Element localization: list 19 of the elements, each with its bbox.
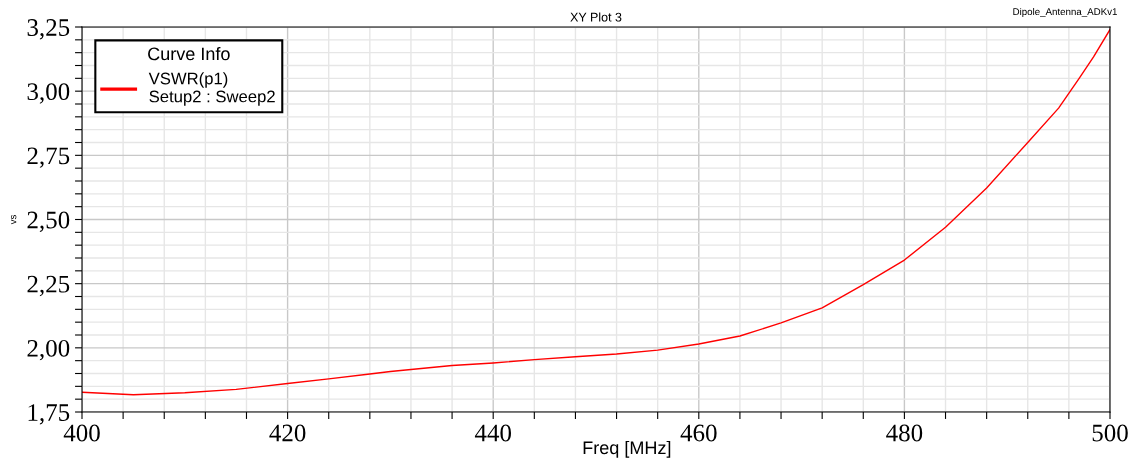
y-tick-label: 2,75 xyxy=(27,147,70,168)
x-tick-label: 420 xyxy=(269,424,306,442)
y-tick-label: 3,00 xyxy=(27,83,70,104)
chart-title: XY Plot 3 xyxy=(570,12,622,22)
x-tick-label: 460 xyxy=(680,424,717,442)
x-axis-title: Freq [MHz] xyxy=(583,440,671,458)
legend-label: VSWR(p1) Setup2 : Sweep2 xyxy=(148,72,275,106)
x-tick-label: 400 xyxy=(63,424,100,442)
x-tick-label: 500 xyxy=(1092,424,1128,442)
y-tick-label: 2,25 xyxy=(27,275,70,297)
y-axis-title: vs xyxy=(11,214,17,225)
y-tick-label: 2,50 xyxy=(27,211,70,233)
legend-title: Curve Info xyxy=(148,47,230,61)
y-tick-label: 1,75 xyxy=(28,404,70,425)
x-tick-label: 440 xyxy=(474,424,511,442)
x-tick-label: 480 xyxy=(886,424,923,442)
text: Dipole_Antenna_ADKv1 xyxy=(1013,7,1117,17)
y-tick-label: 2,00 xyxy=(27,339,70,361)
y-tick-label: 3,25 xyxy=(27,19,70,40)
